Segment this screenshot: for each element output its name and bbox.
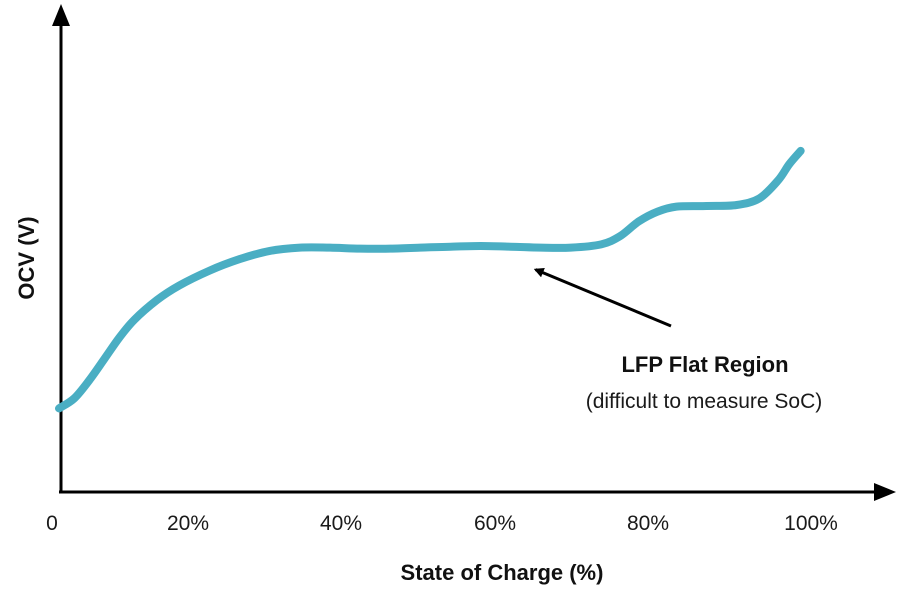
x-axis-arrow-icon: [874, 483, 896, 501]
x-tick-labels: 0 20% 40% 60% 80% 100%: [46, 512, 838, 535]
x-tick-label: 20%: [167, 512, 209, 535]
x-tick-label: 80%: [627, 512, 669, 535]
x-tick-label: 60%: [474, 512, 516, 535]
ocv-series-line: [55, 146, 805, 413]
x-tick-label: 0: [46, 512, 58, 535]
x-tick-label: 40%: [320, 512, 362, 535]
annotation-arrow: [533, 268, 672, 328]
y-axis-title: OCV (V): [14, 216, 39, 299]
y-axis-arrow-icon: [52, 4, 70, 26]
annotation-title: LFP Flat Region: [621, 352, 788, 377]
x-axis-title: State of Charge (%): [401, 560, 604, 585]
annotation-subtitle: (difficult to measure SoC): [586, 390, 823, 413]
x-tick-label: 100%: [784, 512, 838, 535]
